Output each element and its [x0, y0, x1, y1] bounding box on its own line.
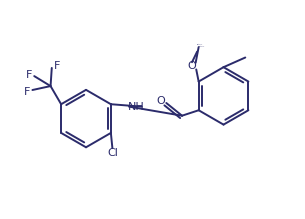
Text: NH: NH: [128, 102, 145, 112]
Text: F: F: [26, 70, 32, 79]
Text: methoxy: methoxy: [197, 44, 203, 45]
Text: methoxy: methoxy: [199, 46, 205, 47]
Text: F: F: [24, 87, 30, 97]
Text: F: F: [54, 60, 60, 71]
Text: O: O: [188, 61, 196, 71]
Text: Cl: Cl: [107, 148, 118, 157]
Text: O: O: [156, 97, 165, 106]
